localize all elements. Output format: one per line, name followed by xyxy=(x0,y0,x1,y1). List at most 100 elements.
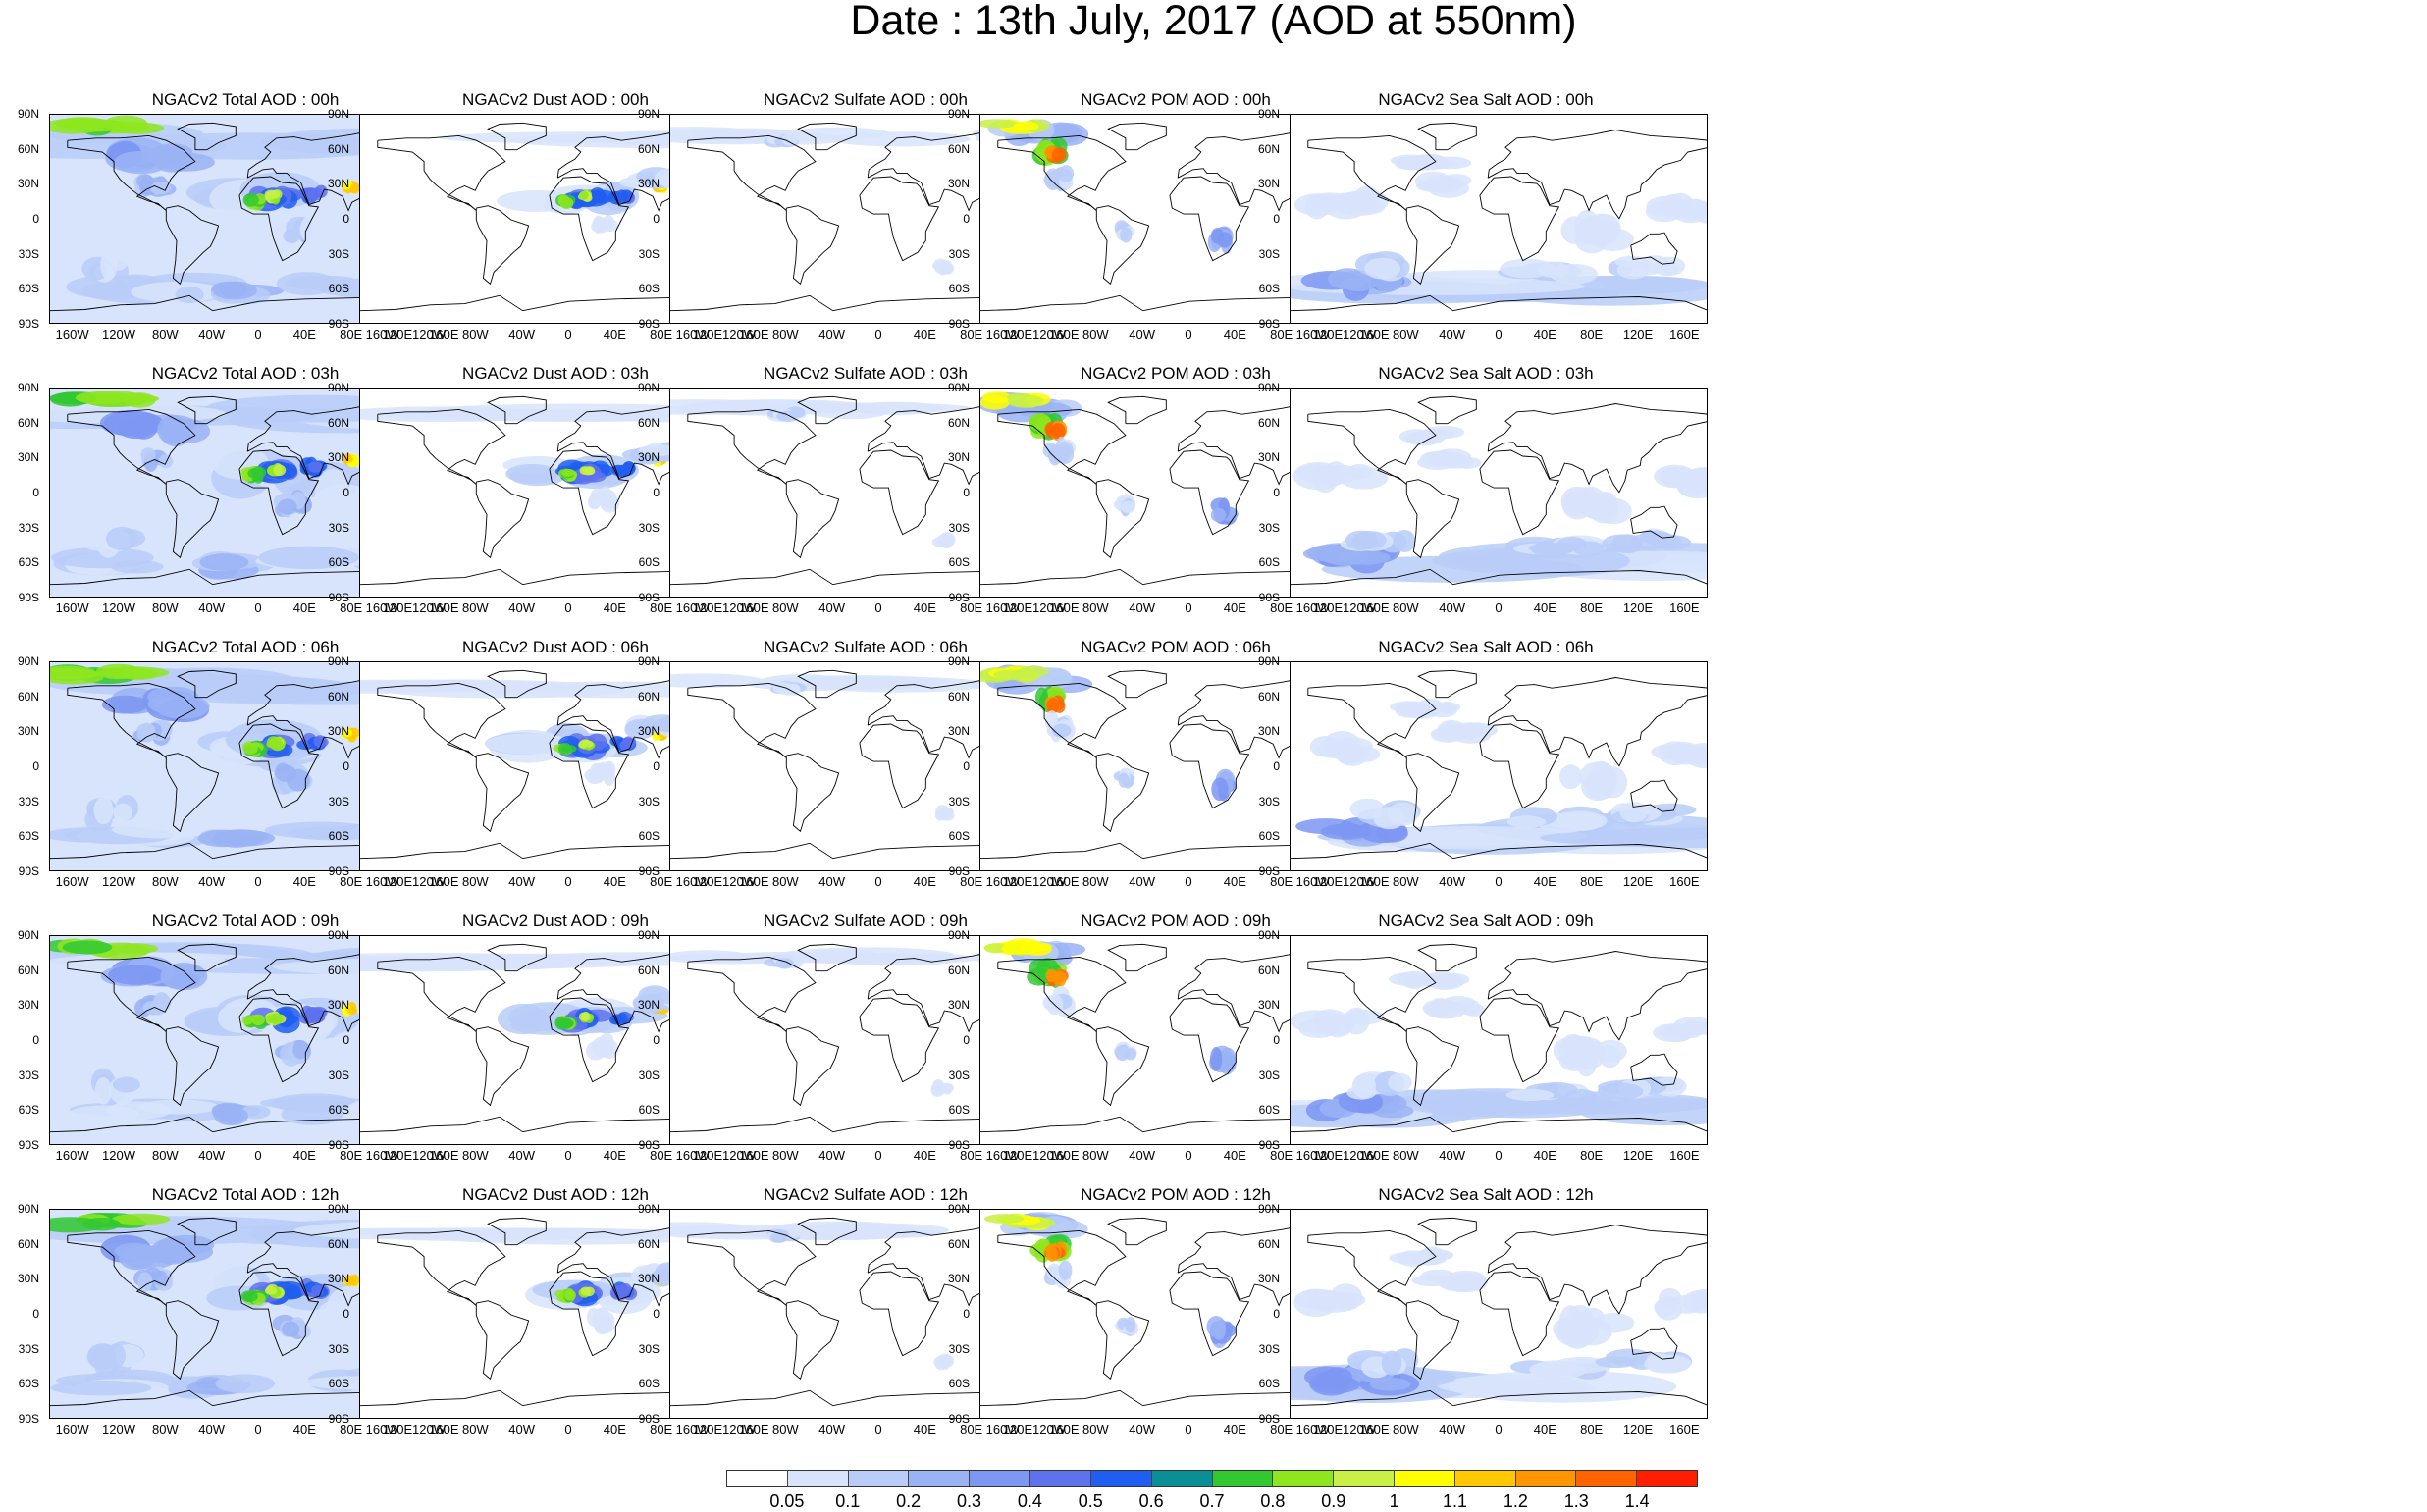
map-panel-seasalt-1: NGACv2 Sea Salt AOD : 03h 90N 60N 30N 0 30S 60… xyxy=(1240,364,1731,641)
aod-patch xyxy=(140,447,156,462)
coastline xyxy=(1405,753,1460,833)
lat-tick-label: 60N xyxy=(327,689,349,704)
lon-tick-label: 160W xyxy=(675,600,710,615)
lon-tick-label: 80W xyxy=(151,600,179,615)
lon-tick-label: 40E xyxy=(1533,600,1556,615)
panel-title: NGACv2 POM AOD : 00h xyxy=(1081,90,1271,109)
lon-tick-label: 40W xyxy=(818,1148,846,1163)
coastline xyxy=(687,956,817,1032)
colorbar-label: 0.3 xyxy=(956,1491,982,1511)
coastline xyxy=(687,408,817,485)
coastline xyxy=(177,122,237,151)
aod-patch xyxy=(1430,702,1461,713)
lat-tick-label: 30N xyxy=(327,450,349,465)
aod-patch xyxy=(325,194,369,247)
coastline xyxy=(487,943,547,972)
panel-title: NGACv2 Dust AOD : 03h xyxy=(462,364,649,383)
aod-patch xyxy=(1451,1274,1484,1293)
coastline xyxy=(549,1271,630,1357)
lon-tick-label: 80W xyxy=(1392,1148,1419,1163)
aod-patch xyxy=(50,547,154,569)
lat-tick-label: 90N xyxy=(327,381,349,394)
colorbar-label: 0.2 xyxy=(896,1491,922,1511)
lon-tick-label: 40E xyxy=(1533,874,1556,889)
lat-tick-label: 60S xyxy=(18,1103,39,1118)
lat-tick-label: 30S xyxy=(638,520,660,535)
lon-tick-label: 160E xyxy=(429,600,459,615)
lat-tick-label: 60S xyxy=(18,829,39,844)
lon-tick-label: 160E xyxy=(1669,1148,1700,1163)
lat-tick-label: 90S xyxy=(18,591,39,604)
aod-patch xyxy=(258,546,359,570)
coastline xyxy=(1291,294,1707,312)
lon-tick-label: 80W xyxy=(151,1148,179,1163)
lat-tick-label: 90N xyxy=(947,654,970,668)
aod-patch xyxy=(137,1272,153,1292)
aod-patch xyxy=(1345,530,1378,550)
aod-patch xyxy=(343,454,354,464)
map-panel-grid: NGACv2 Total AOD : 00h 90N 60N 30N 0 30S 60S 90… xyxy=(17,90,1731,1436)
aod-patch xyxy=(113,150,169,175)
lon-tick-label: 160W xyxy=(985,1148,1020,1163)
lon-tick-label: 80E xyxy=(960,600,983,615)
aod-patch xyxy=(215,1374,275,1394)
coastline xyxy=(1487,677,1707,767)
aod-patch xyxy=(1639,530,1672,544)
coastline xyxy=(475,205,530,286)
lon-tick-label: 40W xyxy=(198,600,226,615)
lon-tick-label: 160E xyxy=(1359,1148,1390,1163)
aod-patch xyxy=(113,803,133,822)
aod-patch xyxy=(1210,1046,1223,1071)
lat-tick-label: 30S xyxy=(328,520,349,535)
lat-tick-label: 30N xyxy=(17,998,39,1013)
aod-patch xyxy=(578,1012,588,1021)
aod-patch xyxy=(1310,1376,1360,1394)
lat-tick-label: 0 xyxy=(32,486,39,499)
lat-tick-label: 60N xyxy=(637,963,660,977)
lat-tick-label: 90S xyxy=(328,864,349,878)
map-panel-seasalt-2: NGACv2 Sea Salt AOD : 06h 90N 60N 30N 0 30S 60… xyxy=(1240,638,1731,914)
coastline xyxy=(1630,779,1678,812)
coastline xyxy=(1169,997,1250,1083)
lon-tick-label: 40W xyxy=(508,1148,536,1163)
lon-tick-label: 160W xyxy=(365,1422,399,1436)
lat-tick-label: 60S xyxy=(1258,282,1280,296)
lat-tick-label: 30N xyxy=(637,450,660,465)
lon-tick-label: 0 xyxy=(1185,1148,1192,1163)
coastline xyxy=(1169,449,1250,536)
aod-patch xyxy=(1364,257,1401,280)
coastline xyxy=(1630,505,1678,539)
lat-tick-label: 0 xyxy=(963,212,970,226)
colorbar-swatch xyxy=(1273,1471,1335,1486)
lat-tick-label: 30N xyxy=(1257,450,1280,465)
lat-tick-label: 0 xyxy=(1273,1033,1280,1047)
coastline xyxy=(549,176,630,262)
panel-title: NGACv2 Total AOD : 00h xyxy=(151,90,340,109)
lat-tick-label: 60N xyxy=(327,141,349,156)
aod-patch xyxy=(1373,807,1405,830)
panel-title: NGACv2 Sulfate AOD : 00h xyxy=(764,90,968,109)
lon-tick-label: 0 xyxy=(874,1422,882,1436)
coastline xyxy=(238,1271,320,1357)
lon-tick-label: 160E xyxy=(429,327,459,341)
lon-tick-label: 40W xyxy=(198,1422,226,1436)
lon-tick-label: 80W xyxy=(151,1422,179,1436)
aod-patch xyxy=(142,1001,163,1015)
lon-tick-label: 80E xyxy=(1580,1422,1604,1436)
panel-title: NGACv2 Dust AOD : 12h xyxy=(462,1185,649,1204)
panel-title: NGACv2 Sea Salt AOD : 09h xyxy=(1378,912,1594,930)
coastline xyxy=(475,479,530,559)
lat-tick-label: 60S xyxy=(1258,829,1280,844)
aod-patch xyxy=(670,673,763,688)
aod-patch xyxy=(1413,430,1434,444)
lon-tick-label: 40W xyxy=(508,1422,536,1436)
lat-tick-label: 60N xyxy=(327,415,349,430)
lat-tick-label: 60N xyxy=(17,689,39,704)
lat-tick-label: 0 xyxy=(1273,759,1280,773)
lat-tick-label: 60S xyxy=(1258,1103,1280,1118)
aod-patch xyxy=(485,733,574,755)
map-panel-seasalt-4: NGACv2 Sea Salt AOD : 12h 90N 60N 30N 0 30S 60… xyxy=(1240,1185,1731,1462)
lat-tick-label: 90N xyxy=(637,1202,660,1216)
lat-tick-label: 90S xyxy=(328,1412,349,1426)
colorbar xyxy=(726,1470,1698,1487)
